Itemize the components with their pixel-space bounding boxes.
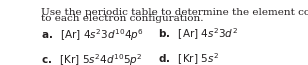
Text: Use the periodic table to determine the element corresponding: Use the periodic table to determine the … [41, 8, 308, 17]
Text: $\mathbf{a.}$  $\mathrm{[Ar]\ }4s^23d^{10}4p^6$: $\mathbf{a.}$ $\mathrm{[Ar]\ }4s^23d^{10… [41, 27, 144, 43]
Text: $\mathbf{c.}$  $\mathrm{[Kr]\ }5s^24d^{10}5p^2$: $\mathbf{c.}$ $\mathrm{[Kr]\ }5s^24d^{10… [41, 52, 143, 65]
Text: $\mathbf{d.}$  $\mathrm{[Kr]\ }5s^2$: $\mathbf{d.}$ $\mathrm{[Kr]\ }5s^2$ [158, 52, 219, 65]
Text: $\mathbf{b.}$  $\mathrm{[Ar]\ }4s^23d^2$: $\mathbf{b.}$ $\mathrm{[Ar]\ }4s^23d^2$ [158, 27, 238, 42]
Text: to each electron configuration.: to each electron configuration. [41, 14, 204, 23]
